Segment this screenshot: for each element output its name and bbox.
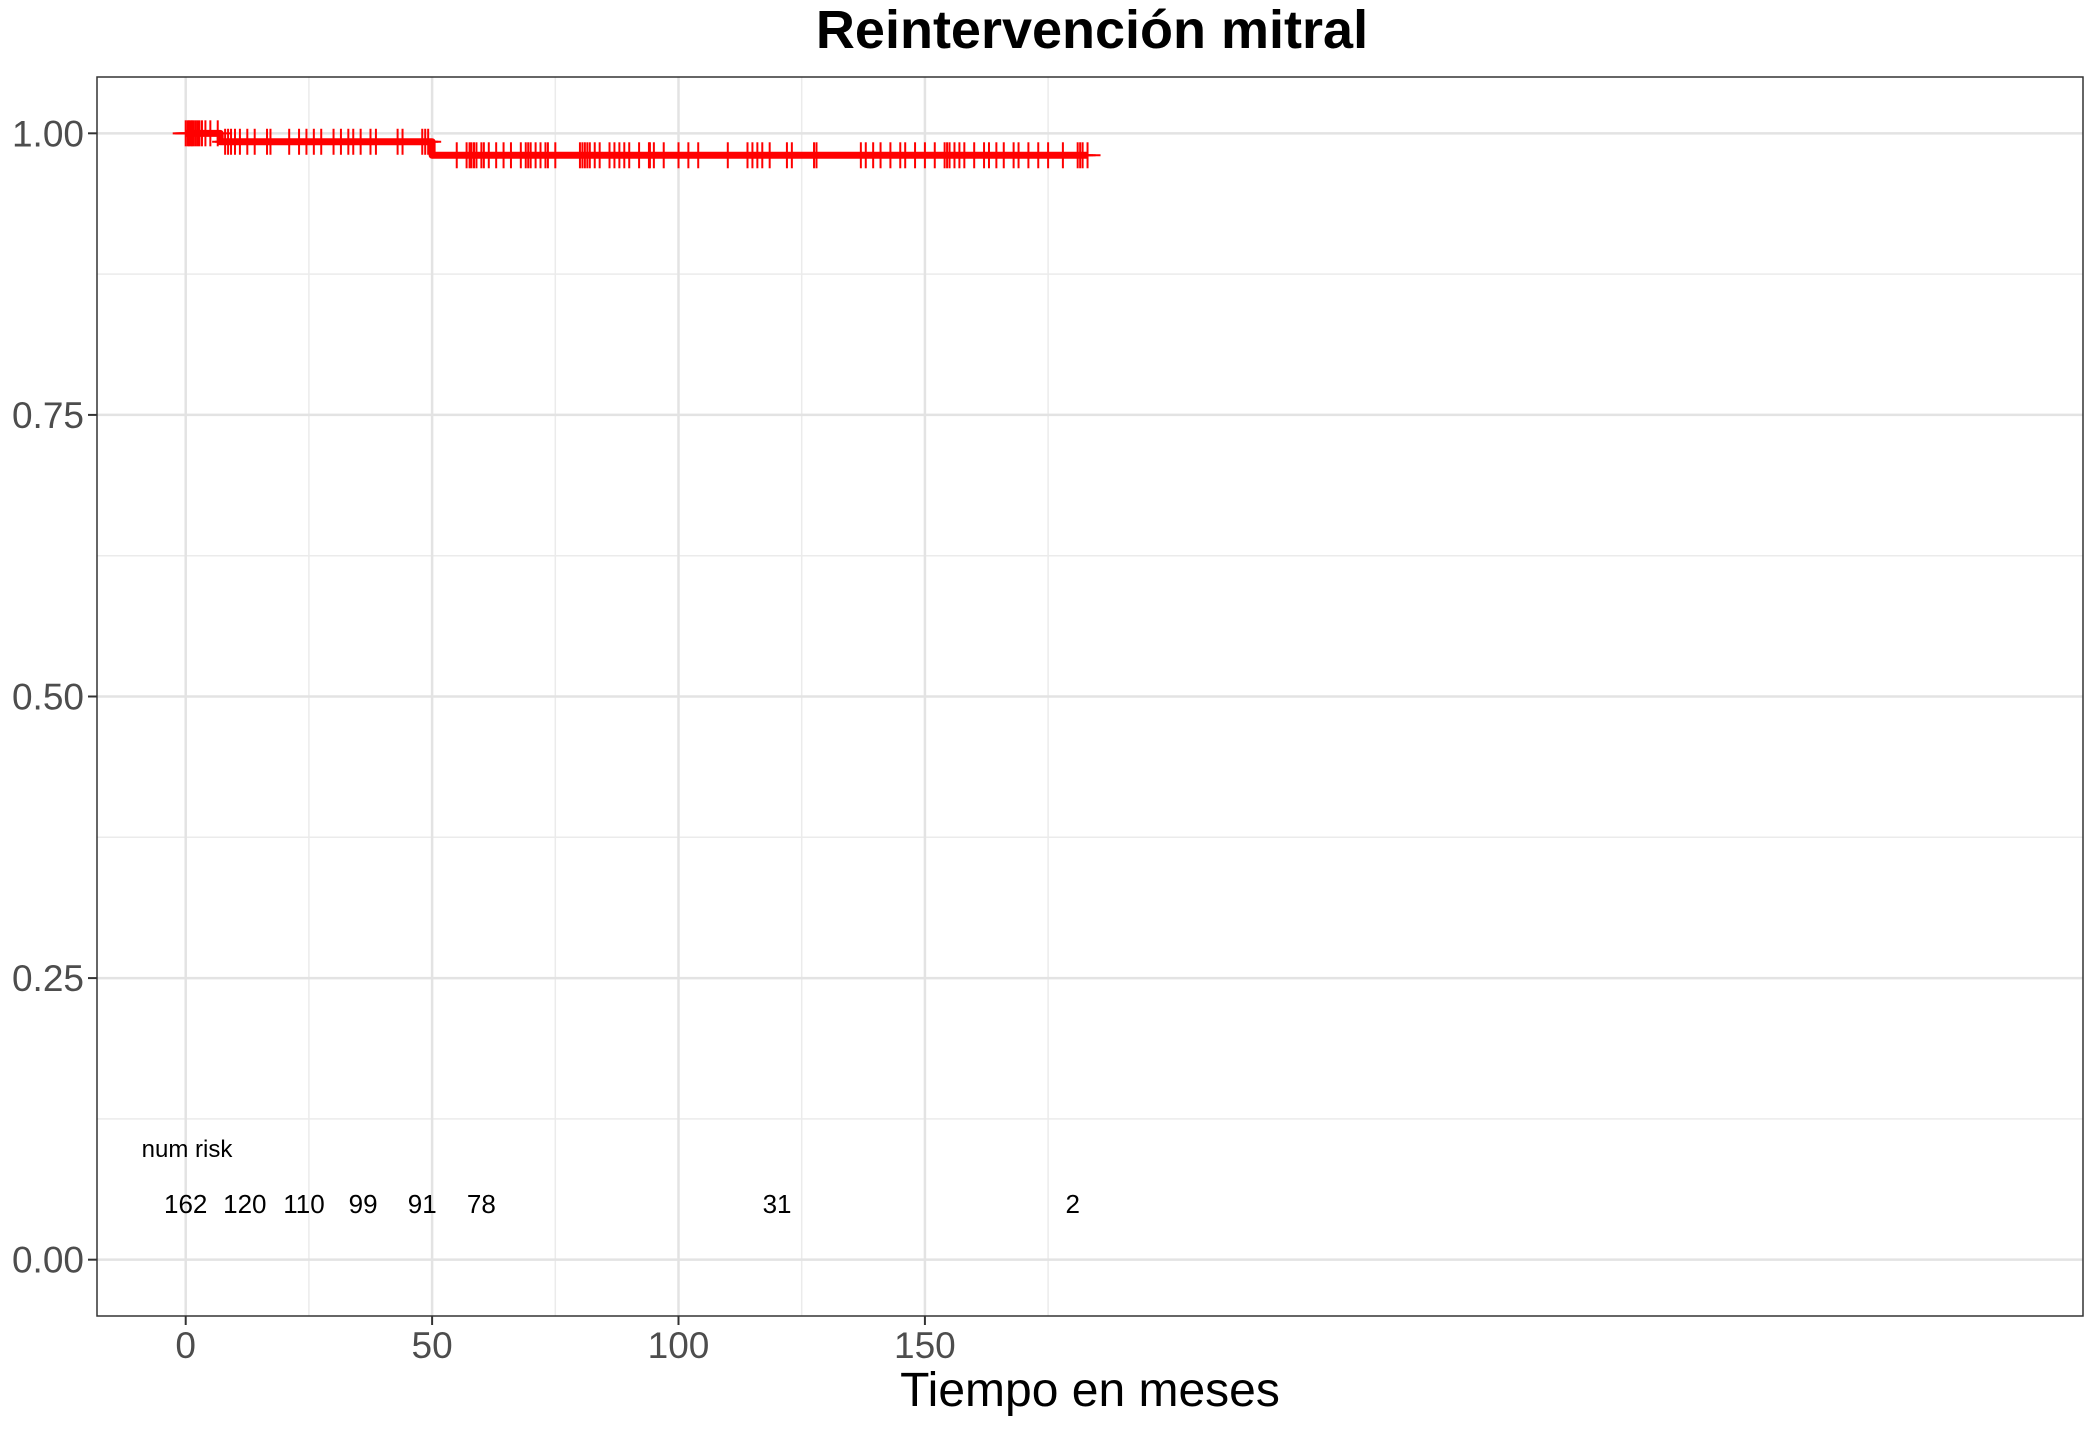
risk-count: 99 — [349, 1189, 378, 1219]
y-tick-label: 0.50 — [12, 677, 84, 718]
risk-count: 91 — [408, 1189, 437, 1219]
x-tick-label: 150 — [894, 1325, 956, 1366]
y-tick-label: 0.00 — [12, 1240, 84, 1281]
risk-table-label: num risk — [142, 1136, 234, 1163]
x-axis-title: Tiempo en meses — [900, 1364, 1280, 1417]
risk-count: 31 — [763, 1189, 792, 1219]
risk-count: 2 — [1066, 1189, 1080, 1219]
y-tick-label: 1.00 — [12, 113, 84, 154]
y-tick-label: 0.75 — [12, 395, 84, 436]
x-tick-label: 50 — [412, 1325, 453, 1366]
risk-count: 110 — [283, 1189, 324, 1219]
axis-ticks: 0 50 100 150 0.00 0.25 0.50 0.75 1.00 — [12, 113, 956, 1366]
chart-title: Reintervención mitral — [816, 0, 1368, 60]
risk-count: 120 — [223, 1189, 266, 1219]
risk-table: 162 120 110 99 91 78 31 2 — [164, 1189, 1080, 1219]
x-tick-label: 0 — [175, 1325, 196, 1366]
censor-marks — [172, 120, 1101, 169]
grid-lines — [97, 77, 2083, 1316]
y-tick-label: 0.25 — [12, 958, 84, 999]
risk-count: 78 — [467, 1189, 496, 1219]
risk-count: 162 — [164, 1189, 207, 1219]
x-tick-label: 100 — [648, 1325, 710, 1366]
